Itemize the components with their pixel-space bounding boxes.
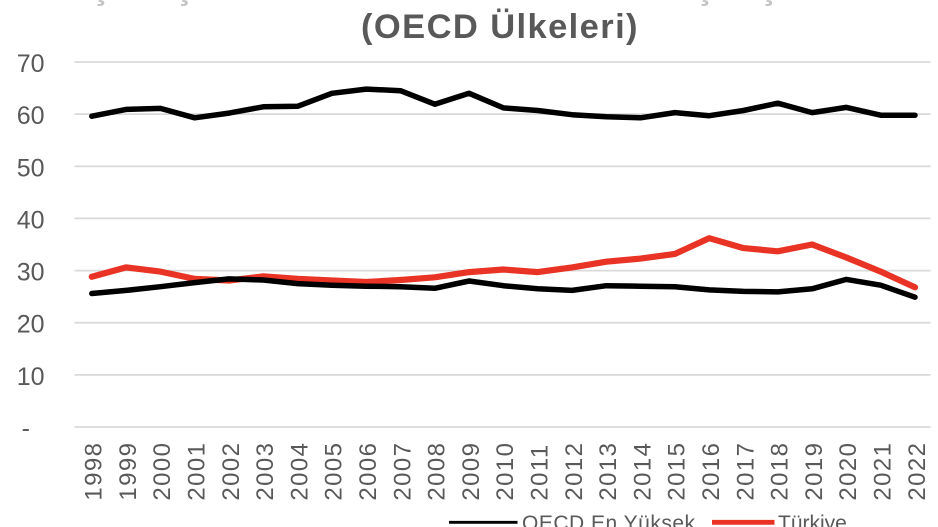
svg-text:30: 30 — [17, 259, 45, 287]
svg-text:(OECD Ülkeleri): (OECD Ülkeleri) — [361, 7, 639, 46]
svg-text:20: 20 — [17, 311, 45, 339]
svg-text:2012: 2012 — [561, 442, 588, 501]
svg-text:2008: 2008 — [424, 442, 451, 501]
svg-text:2002: 2002 — [218, 442, 245, 501]
svg-text:2007: 2007 — [389, 442, 416, 501]
svg-text:2020: 2020 — [835, 442, 862, 501]
svg-text:2022: 2022 — [904, 442, 931, 501]
svg-text:1999: 1999 — [115, 442, 142, 501]
svg-text:2016: 2016 — [698, 442, 725, 501]
svg-text:2010: 2010 — [492, 442, 519, 501]
svg-text:2001: 2001 — [184, 442, 211, 501]
svg-text:50: 50 — [17, 154, 45, 182]
svg-text:2003: 2003 — [252, 442, 279, 501]
svg-text:40: 40 — [17, 206, 45, 234]
svg-text:2006: 2006 — [355, 442, 382, 501]
svg-text:2021: 2021 — [870, 442, 897, 501]
svg-text:2009: 2009 — [458, 442, 485, 501]
svg-text:2019: 2019 — [801, 442, 828, 501]
svg-text:2004: 2004 — [286, 442, 313, 501]
svg-text:60: 60 — [17, 102, 45, 130]
svg-text:-: - — [22, 415, 30, 443]
svg-text:2018: 2018 — [767, 442, 794, 501]
svg-text:2015: 2015 — [664, 442, 691, 501]
svg-text:Seçilmiş Ülkelerde Haftalık Or: Seçilmiş Ülkelerde Haftalık Ortalama Çal… — [47, 0, 938, 7]
svg-text:2014: 2014 — [629, 442, 656, 501]
svg-text:2011: 2011 — [527, 443, 554, 500]
svg-text:2017: 2017 — [732, 442, 759, 501]
svg-text:2013: 2013 — [595, 442, 622, 501]
svg-text:2000: 2000 — [149, 442, 176, 501]
svg-text:1998: 1998 — [81, 442, 108, 501]
svg-text:Türkiye: Türkiye — [778, 512, 847, 527]
svg-text:OECD En Yüksek: OECD En Yüksek — [522, 512, 696, 527]
svg-text:2005: 2005 — [321, 442, 348, 501]
svg-text:70: 70 — [17, 50, 45, 78]
svg-text:10: 10 — [17, 363, 45, 391]
